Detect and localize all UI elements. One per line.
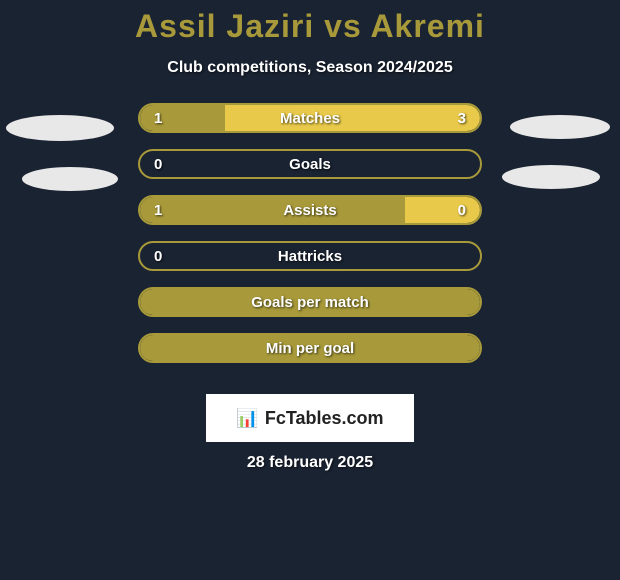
player2-badge-bottom (502, 165, 600, 189)
bars-container: 13Matches 0Goals 10Assists 0Hattricks Goals … (138, 103, 482, 379)
bar-row-mpg: Min per goal (138, 333, 482, 363)
chart-icon: 📊 (236, 409, 258, 427)
branding-badge: 📊 FcTables.com (206, 394, 414, 442)
bar-row-goals: 0Goals (138, 149, 482, 179)
bar-row-hattricks: 0Hattricks (138, 241, 482, 271)
bar-row-matches: 13Matches (138, 103, 482, 133)
comparison-chart: 13Matches0Goals10Assists0HattricksGoals … (0, 115, 620, 395)
page-subtitle: Club competitions, Season 2024/2025 (0, 59, 620, 77)
player1-badge-top (6, 115, 114, 141)
bar-label: Goals (140, 151, 480, 177)
bar-label: Min per goal (140, 335, 480, 361)
player1-badge-bottom (22, 167, 118, 191)
footer-date: 28 february 2025 (0, 454, 620, 472)
bar-label: Hattricks (140, 243, 480, 269)
bar-label: Assists (140, 197, 480, 223)
branding-text: FcTables.com (265, 408, 384, 429)
bar-label: Goals per match (140, 289, 480, 315)
player2-badge-top (510, 115, 610, 139)
bar-label: Matches (140, 105, 480, 131)
header: Assil Jaziri vs Akremi Club competitions… (0, 0, 620, 77)
bar-row-assists: 10Assists (138, 195, 482, 225)
page-title: Assil Jaziri vs Akremi (0, 8, 620, 45)
bar-row-gpm: Goals per match (138, 287, 482, 317)
